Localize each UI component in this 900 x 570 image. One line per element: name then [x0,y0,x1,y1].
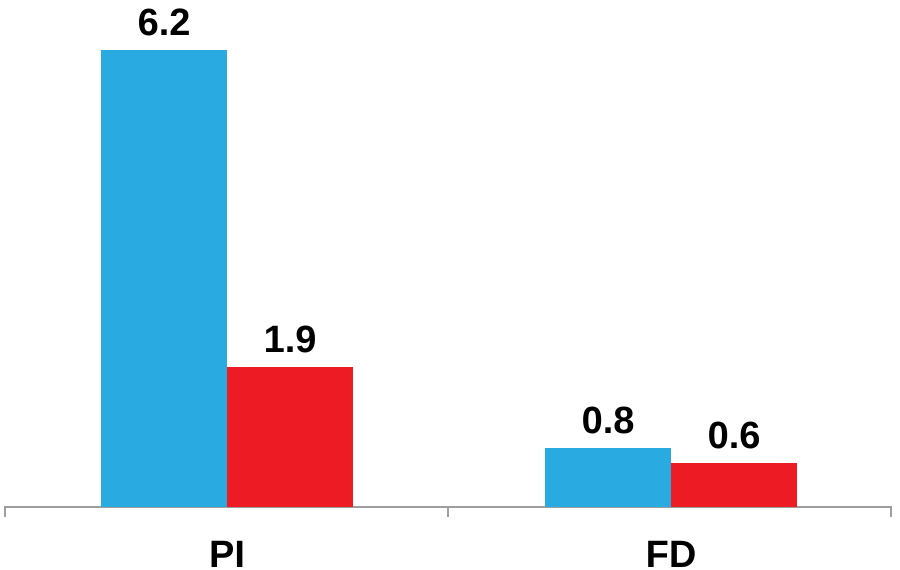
bar-fd-blue [545,448,671,507]
value-label-pi-red: 1.9 [263,319,317,361]
x-axis-line [4,506,892,508]
value-label-fd-blue: 0.8 [581,400,635,442]
value-label-fd-red: 0.6 [707,415,761,457]
category-label-pi: PI [209,534,245,570]
category-label-fd: FD [645,534,697,570]
bar-pi-blue [101,50,227,507]
value-label-pi-blue: 6.2 [137,2,191,44]
bar-fd-red [671,463,797,507]
x-axis-tick-left [4,508,6,517]
x-axis-tick-right [890,508,892,517]
bar-pi-red [227,367,353,507]
x-axis-tick-middle [447,508,449,517]
